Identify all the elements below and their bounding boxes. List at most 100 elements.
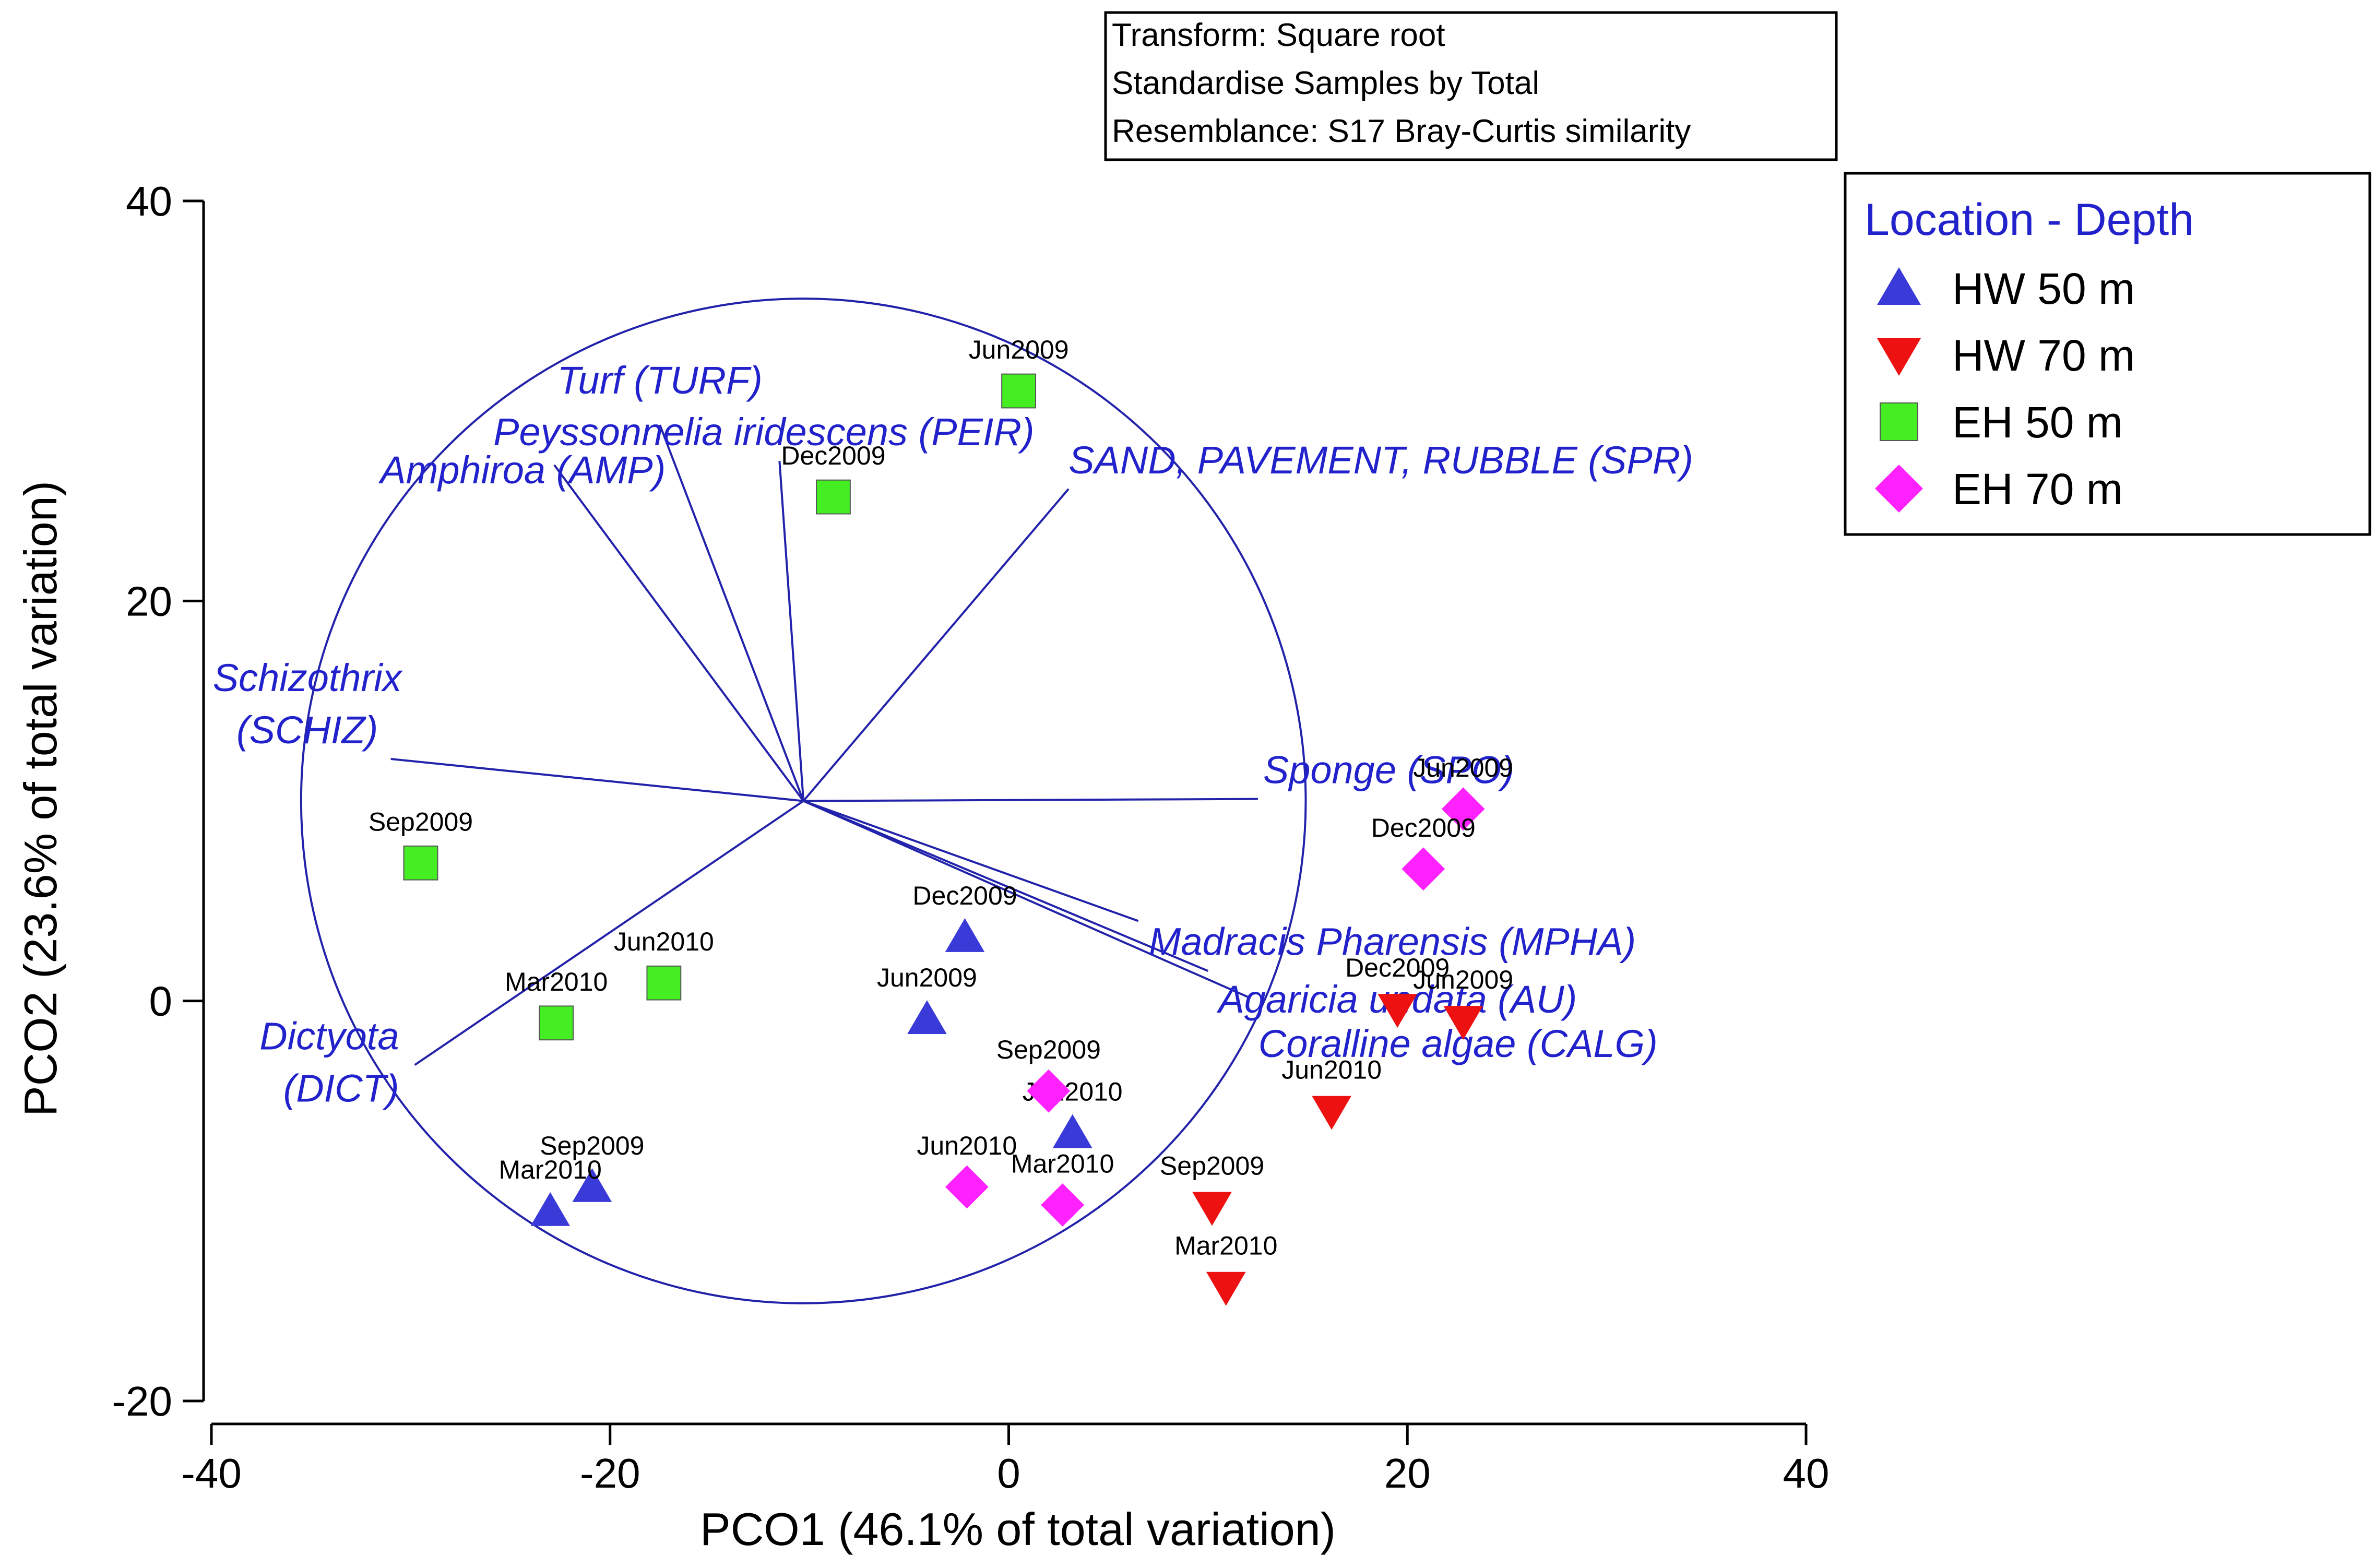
vector-label-line: Peyssonnelia iridescens (PEIR)	[493, 410, 1034, 454]
data-point	[907, 1000, 947, 1034]
y-tick-label: 40	[126, 178, 172, 224]
legend-label: HW 70 m	[1952, 331, 2135, 380]
data-point	[572, 1168, 612, 1202]
y-tick-label: 20	[126, 578, 172, 624]
vector-line	[390, 758, 804, 802]
data-point	[1001, 373, 1036, 409]
point-label: Mar2010	[1011, 1149, 1114, 1178]
note-transform: Transform: Square root	[1112, 17, 1445, 53]
vector-label-line: Turf (TURF)	[557, 359, 763, 402]
data-point	[530, 1192, 570, 1226]
legend-label: EH 70 m	[1952, 465, 2123, 514]
note-box-border	[1104, 11, 1838, 161]
x-tick-label: 0	[997, 1450, 1020, 1496]
data-point	[1192, 1192, 1232, 1226]
point-label: Jun2009	[1413, 965, 1513, 994]
legend-entries: HW 50 m HW 70 m EH 50 m EH 70 m	[1875, 264, 2135, 514]
data-point	[1206, 1272, 1246, 1306]
data-point	[1441, 787, 1485, 831]
vector-label: Dictyota (DICT)	[259, 1014, 399, 1110]
vector-line	[553, 464, 804, 802]
legend-label: EH 50 m	[1952, 398, 2123, 447]
x-tick-label: -20	[580, 1450, 640, 1496]
data-point	[945, 1165, 989, 1209]
vector-lines	[390, 424, 1258, 1066]
vector-line	[778, 460, 805, 801]
x-tick-label: -40	[181, 1450, 242, 1496]
note-standardise: Standardise Samples by Total	[1112, 65, 1539, 101]
data-point	[646, 965, 682, 1001]
data-point	[1378, 994, 1417, 1028]
vector-label-line: SAND, PAVEMENT, RUBBLE (SPR)	[1068, 438, 1693, 482]
legend: Location - Depth HW 50 m HW 70 m EH 50 m EH…	[1844, 172, 2371, 536]
point-label: Dec2009	[1371, 813, 1476, 842]
transform-note-box: Transform: Square root Standardise Sampl…	[1104, 11, 1838, 161]
vector-label-line: Sponge (SPO)	[1263, 749, 1514, 792]
vector-label: Amphiroa (AMP)	[378, 448, 666, 492]
point-label: Dec2009	[912, 881, 1017, 910]
vector-line	[414, 800, 804, 1066]
data-point	[1443, 1006, 1483, 1040]
y-axis-label: PCO2 (23.6% of total variation)	[15, 481, 66, 1116]
point-label: Jun2010	[614, 927, 714, 956]
point-label: Mar2010	[505, 967, 608, 996]
vector-label: Schizothrix (SCHIZ)	[213, 656, 403, 752]
legend-marker	[1877, 267, 1921, 305]
point-label: Jun2009	[969, 335, 1069, 364]
point-label: Dec2009	[781, 441, 885, 470]
legend-border	[1844, 172, 2371, 536]
vector-label-line: Schizothrix	[213, 656, 403, 699]
point-label: Dec2009	[1345, 953, 1450, 982]
legend-title: Location - Depth	[1865, 195, 2194, 245]
x-tick-label: 20	[1384, 1450, 1431, 1496]
vector-label-line: Dictyota	[259, 1014, 399, 1058]
point-label: Jun2009	[877, 963, 977, 992]
y-tick-label: -20	[112, 1378, 172, 1424]
vector-line	[803, 800, 1209, 972]
vector-label: Peyssonnelia iridescens (PEIR)	[493, 410, 1034, 454]
point-label: Jun2010	[1281, 1055, 1382, 1084]
data-point	[1041, 1183, 1085, 1227]
correlation-circle	[300, 298, 1307, 1304]
point-label: Jun2010	[917, 1131, 1017, 1160]
data-point	[1052, 1114, 1092, 1148]
vector-label-line: Amphiroa (AMP)	[378, 448, 666, 492]
x-axis-label: PCO1 (46.1% of total variation)	[700, 1503, 1336, 1555]
point-label: Sep2009	[1160, 1151, 1264, 1180]
vector-line	[803, 800, 1139, 922]
vector-line	[803, 800, 1249, 998]
vector-line	[802, 488, 1070, 802]
legend-label: HW 50 m	[1952, 264, 2135, 313]
vector-label: Sponge (SPO)	[1263, 749, 1514, 792]
vector-line	[659, 424, 805, 802]
data-point	[1027, 1069, 1071, 1113]
point-label: Sep2009	[996, 1035, 1101, 1064]
data-point	[816, 479, 851, 515]
data-point	[403, 845, 438, 881]
vector-label-line: (DICT)	[283, 1066, 399, 1110]
y-ticks: -20 0 20 40	[112, 178, 204, 1424]
y-tick-label: 0	[149, 978, 173, 1025]
note-resemblance: Resemblance: S17 Bray-Curtis similarity	[1112, 113, 1691, 149]
legend-marker	[1877, 338, 1921, 376]
vector-line	[803, 798, 1258, 802]
vector-label-line: Madracis Pharensis (MPHA)	[1149, 920, 1636, 963]
vector-labels: Turf (TURF) Peyssonnelia iridescens (PEIR…	[213, 359, 1693, 1110]
series-hw-50-m: Dec2009 Jun2009 Jun2010 Sep2009 Mar2010	[499, 881, 1123, 1226]
x-tick-label: 40	[1783, 1450, 1830, 1496]
legend-marker	[1875, 465, 1923, 513]
data-point	[1402, 847, 1445, 891]
legend-marker	[1880, 402, 1918, 441]
vector-label: Madracis Pharensis (MPHA)	[1149, 920, 1636, 963]
point-label: Mar2010	[499, 1155, 602, 1184]
data-point	[1312, 1096, 1351, 1130]
point-label: Mar2010	[1174, 1231, 1277, 1261]
data-point	[539, 1005, 574, 1041]
point-label: Jun2009	[1413, 753, 1513, 782]
data-points: Dec2009Jun2009Jun2010Sep2009Mar2010Dec20…	[369, 335, 1513, 1306]
